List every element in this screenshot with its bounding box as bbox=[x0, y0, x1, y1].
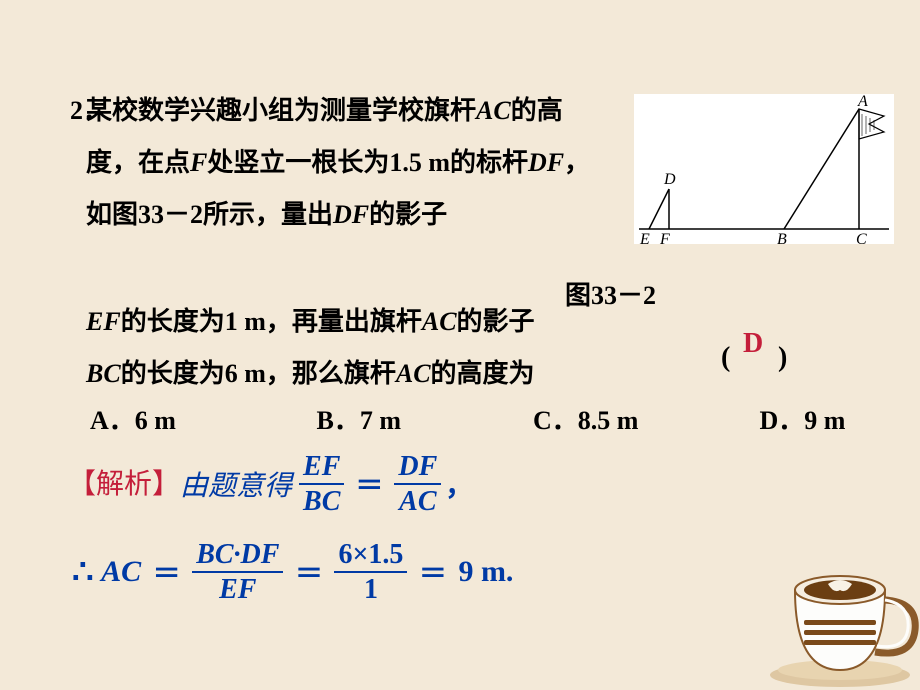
eq1: ＝ bbox=[351, 464, 387, 504]
frac3-num: BC·DF bbox=[192, 540, 283, 569]
bracket-right: ) bbox=[778, 342, 787, 374]
frac-df-ac: DF AC bbox=[394, 452, 441, 517]
lbl-E: E bbox=[639, 231, 650, 244]
frac1-num: EF bbox=[299, 452, 344, 481]
lbl-B: B bbox=[777, 231, 787, 244]
problem-body: 某校数学兴趣小组为测量学校旗杆AC的高度，在点F处竖立一根长为1.5 m的标杆D… bbox=[86, 85, 610, 241]
F: F bbox=[190, 148, 207, 177]
option-c: C．8.5 m bbox=[533, 400, 753, 437]
DF: DF bbox=[528, 148, 564, 177]
eq2: ＝ bbox=[149, 552, 185, 592]
BC: BC bbox=[86, 359, 121, 388]
t2b: 的影子 bbox=[457, 307, 535, 336]
slide: 2． 某校数学兴趣小组为测量学校旗杆AC的高度，在点F处竖立一根长为1.5 m的… bbox=[0, 0, 920, 690]
AC3: AC bbox=[396, 359, 431, 388]
lhs-ac: AC bbox=[101, 555, 141, 589]
answer-letter: D bbox=[743, 328, 763, 360]
bracket-left: ( bbox=[721, 342, 730, 374]
analysis-block: 【解析】 bbox=[68, 462, 180, 502]
options-row: A．6 m B．7 m C．8.5 m D．9 m bbox=[90, 400, 890, 437]
frac4-den: 1 bbox=[334, 575, 407, 604]
frac-bcdf-ef: BC·DF EF bbox=[192, 540, 283, 605]
lbl-A: A bbox=[857, 94, 868, 110]
figure-caption: 图33－2 bbox=[565, 275, 656, 312]
lbl-F: F bbox=[659, 231, 670, 244]
t3: 的长度为6 m，那么旗杆 bbox=[121, 359, 396, 388]
problem-text: 2． 某校数学兴趣小组为测量学校旗杆AC的高度，在点F处竖立一根长为1.5 m的… bbox=[50, 85, 610, 241]
frac2-den: AC bbox=[394, 487, 441, 516]
lead-text: 由题意得 bbox=[180, 464, 292, 504]
t1e: 的影子 bbox=[369, 200, 447, 229]
t1: 某校数学兴趣小组为测量学校旗杆 bbox=[86, 96, 476, 125]
t2a: 的长度为1 m，再量出旗杆 bbox=[121, 307, 422, 336]
ac1: AC bbox=[476, 96, 511, 125]
EF: EF bbox=[86, 307, 121, 336]
therefore-sym: ∴ bbox=[72, 552, 94, 592]
frac4-num: 6×1.5 bbox=[334, 540, 407, 569]
figure-svg: A B C D E F bbox=[634, 94, 894, 244]
result: 9 m. bbox=[458, 555, 513, 589]
equation-line-2: ∴ AC ＝ BC·DF EF ＝ 6×1.5 1 ＝ 9 m. bbox=[72, 540, 513, 605]
option-d: D．9 m bbox=[760, 400, 846, 437]
frac-6x15-1: 6×1.5 1 bbox=[334, 540, 407, 605]
AC2: AC bbox=[422, 307, 457, 336]
t3b: 的高度为 bbox=[431, 359, 535, 388]
geometry-figure: A B C D E F bbox=[634, 94, 894, 244]
frac2-num: DF bbox=[394, 452, 441, 481]
eq4: ＝ bbox=[415, 552, 451, 592]
frac-ef-bc: EF BC bbox=[299, 452, 344, 517]
frac1-den: BC bbox=[299, 487, 344, 516]
eq3: ＝ bbox=[291, 552, 327, 592]
coffee-cup-icon bbox=[750, 520, 920, 690]
analysis-label: 【解析】 bbox=[68, 469, 180, 500]
problem-number: 2． bbox=[70, 85, 109, 137]
option-a: A．6 m bbox=[90, 400, 310, 437]
DF2: DF bbox=[333, 200, 369, 229]
frac3-den: EF bbox=[192, 575, 283, 604]
t1c: 处竖立一根长为1.5 m的标杆 bbox=[207, 148, 528, 177]
comma1: ， bbox=[441, 464, 477, 504]
option-b: B．7 m bbox=[317, 400, 527, 437]
equation-line-1: 由题意得 EF BC ＝ DF AC ， bbox=[180, 452, 477, 517]
lbl-C: C bbox=[856, 231, 867, 244]
lbl-D: D bbox=[663, 171, 676, 188]
